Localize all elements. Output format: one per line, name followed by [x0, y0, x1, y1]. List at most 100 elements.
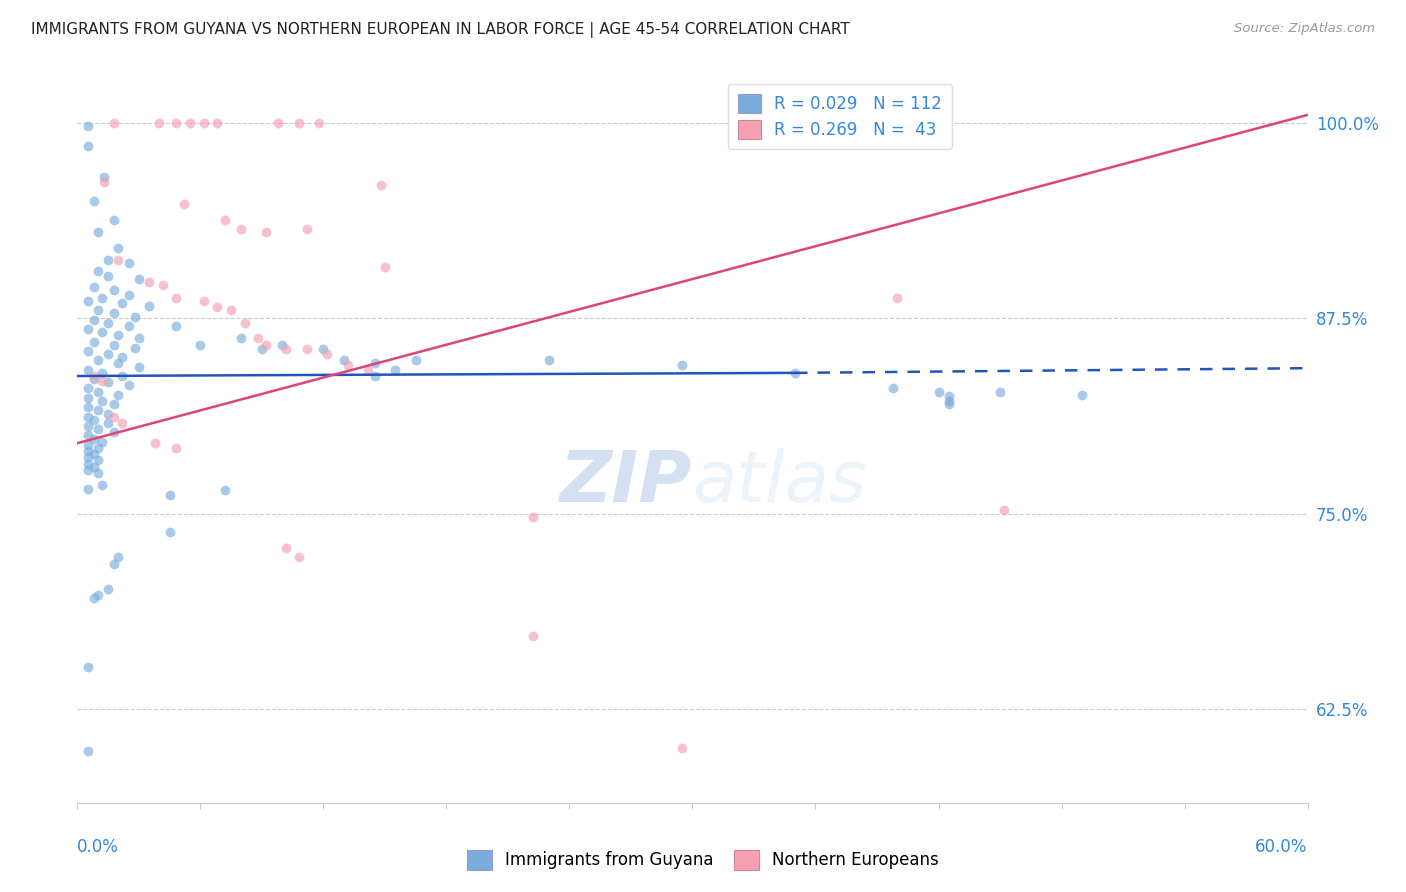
Text: 0.0%: 0.0% — [77, 838, 120, 856]
Point — [128, 272, 150, 286]
Point — [276, 343, 298, 357]
Point — [97, 253, 120, 268]
Point — [83, 334, 105, 349]
Point — [87, 588, 110, 602]
Point — [76, 444, 98, 458]
Point — [87, 225, 110, 239]
Point — [76, 660, 98, 674]
Point — [97, 416, 120, 430]
Point — [90, 478, 114, 492]
Point — [671, 358, 693, 372]
Point — [103, 425, 125, 440]
Point — [993, 503, 1015, 517]
Point — [357, 363, 380, 377]
Point — [288, 550, 311, 565]
Point — [76, 438, 98, 452]
Point — [882, 382, 904, 396]
Point — [235, 316, 257, 330]
Point — [93, 175, 115, 189]
Text: Source: ZipAtlas.com: Source: ZipAtlas.com — [1234, 22, 1375, 36]
Point — [87, 466, 110, 480]
Point — [83, 372, 105, 386]
Point — [333, 353, 356, 368]
Point — [83, 413, 105, 427]
Point — [173, 197, 195, 211]
Point — [288, 116, 311, 130]
Point — [103, 337, 125, 351]
Point — [83, 369, 105, 384]
Text: 60.0%: 60.0% — [1256, 838, 1308, 856]
Point — [76, 744, 98, 758]
Point — [128, 359, 150, 374]
Point — [90, 291, 114, 305]
Point — [107, 550, 129, 565]
Point — [76, 382, 98, 396]
Point — [90, 366, 114, 380]
Point — [384, 363, 406, 377]
Point — [111, 416, 134, 430]
Point — [90, 394, 114, 409]
Point — [363, 356, 385, 370]
Point — [107, 328, 129, 343]
Point — [107, 388, 129, 402]
Point — [76, 409, 98, 424]
Point — [374, 260, 396, 274]
Point — [76, 482, 98, 496]
Text: atlas: atlas — [693, 449, 868, 517]
Point — [250, 343, 273, 357]
Point — [1071, 388, 1094, 402]
Point — [205, 300, 228, 314]
Point — [97, 407, 120, 421]
Point — [537, 353, 560, 368]
Point — [254, 337, 277, 351]
Point — [83, 459, 105, 474]
Point — [928, 384, 950, 399]
Point — [671, 741, 693, 756]
Point — [117, 318, 139, 333]
Point — [128, 331, 150, 345]
Point — [103, 397, 125, 411]
Point — [83, 591, 105, 605]
Point — [246, 331, 269, 345]
Point — [295, 222, 318, 236]
Point — [97, 376, 120, 390]
Point — [271, 337, 294, 351]
Point — [152, 278, 174, 293]
Point — [188, 337, 212, 351]
Point — [87, 441, 110, 455]
Point — [165, 291, 187, 305]
Point — [111, 369, 134, 384]
Point — [76, 363, 98, 377]
Point — [165, 441, 187, 455]
Point — [886, 291, 908, 305]
Point — [76, 450, 98, 465]
Point — [363, 369, 385, 384]
Point — [103, 557, 125, 571]
Point — [111, 295, 134, 310]
Point — [107, 356, 129, 370]
Point — [254, 225, 277, 239]
Point — [316, 347, 339, 361]
Point — [219, 303, 242, 318]
Point — [83, 312, 105, 326]
Point — [90, 434, 114, 449]
Point — [103, 212, 125, 227]
Point — [117, 378, 139, 392]
Point — [76, 457, 98, 471]
Point — [117, 287, 139, 301]
Point — [159, 525, 181, 540]
Point — [87, 264, 110, 278]
Text: IMMIGRANTS FROM GUYANA VS NORTHERN EUROPEAN IN LABOR FORCE | AGE 45-54 CORRELATI: IMMIGRANTS FROM GUYANA VS NORTHERN EUROP… — [31, 22, 849, 38]
Point — [312, 343, 335, 357]
Point — [93, 170, 115, 185]
Point — [938, 389, 960, 403]
Point — [370, 178, 392, 193]
Point — [337, 358, 360, 372]
Point — [97, 268, 120, 283]
Point — [138, 275, 160, 289]
Point — [83, 447, 105, 461]
Point — [214, 212, 236, 227]
Legend: Immigrants from Guyana, Northern Europeans: Immigrants from Guyana, Northern Europea… — [460, 843, 946, 877]
Point — [193, 116, 215, 130]
Text: ZIP: ZIP — [560, 449, 693, 517]
